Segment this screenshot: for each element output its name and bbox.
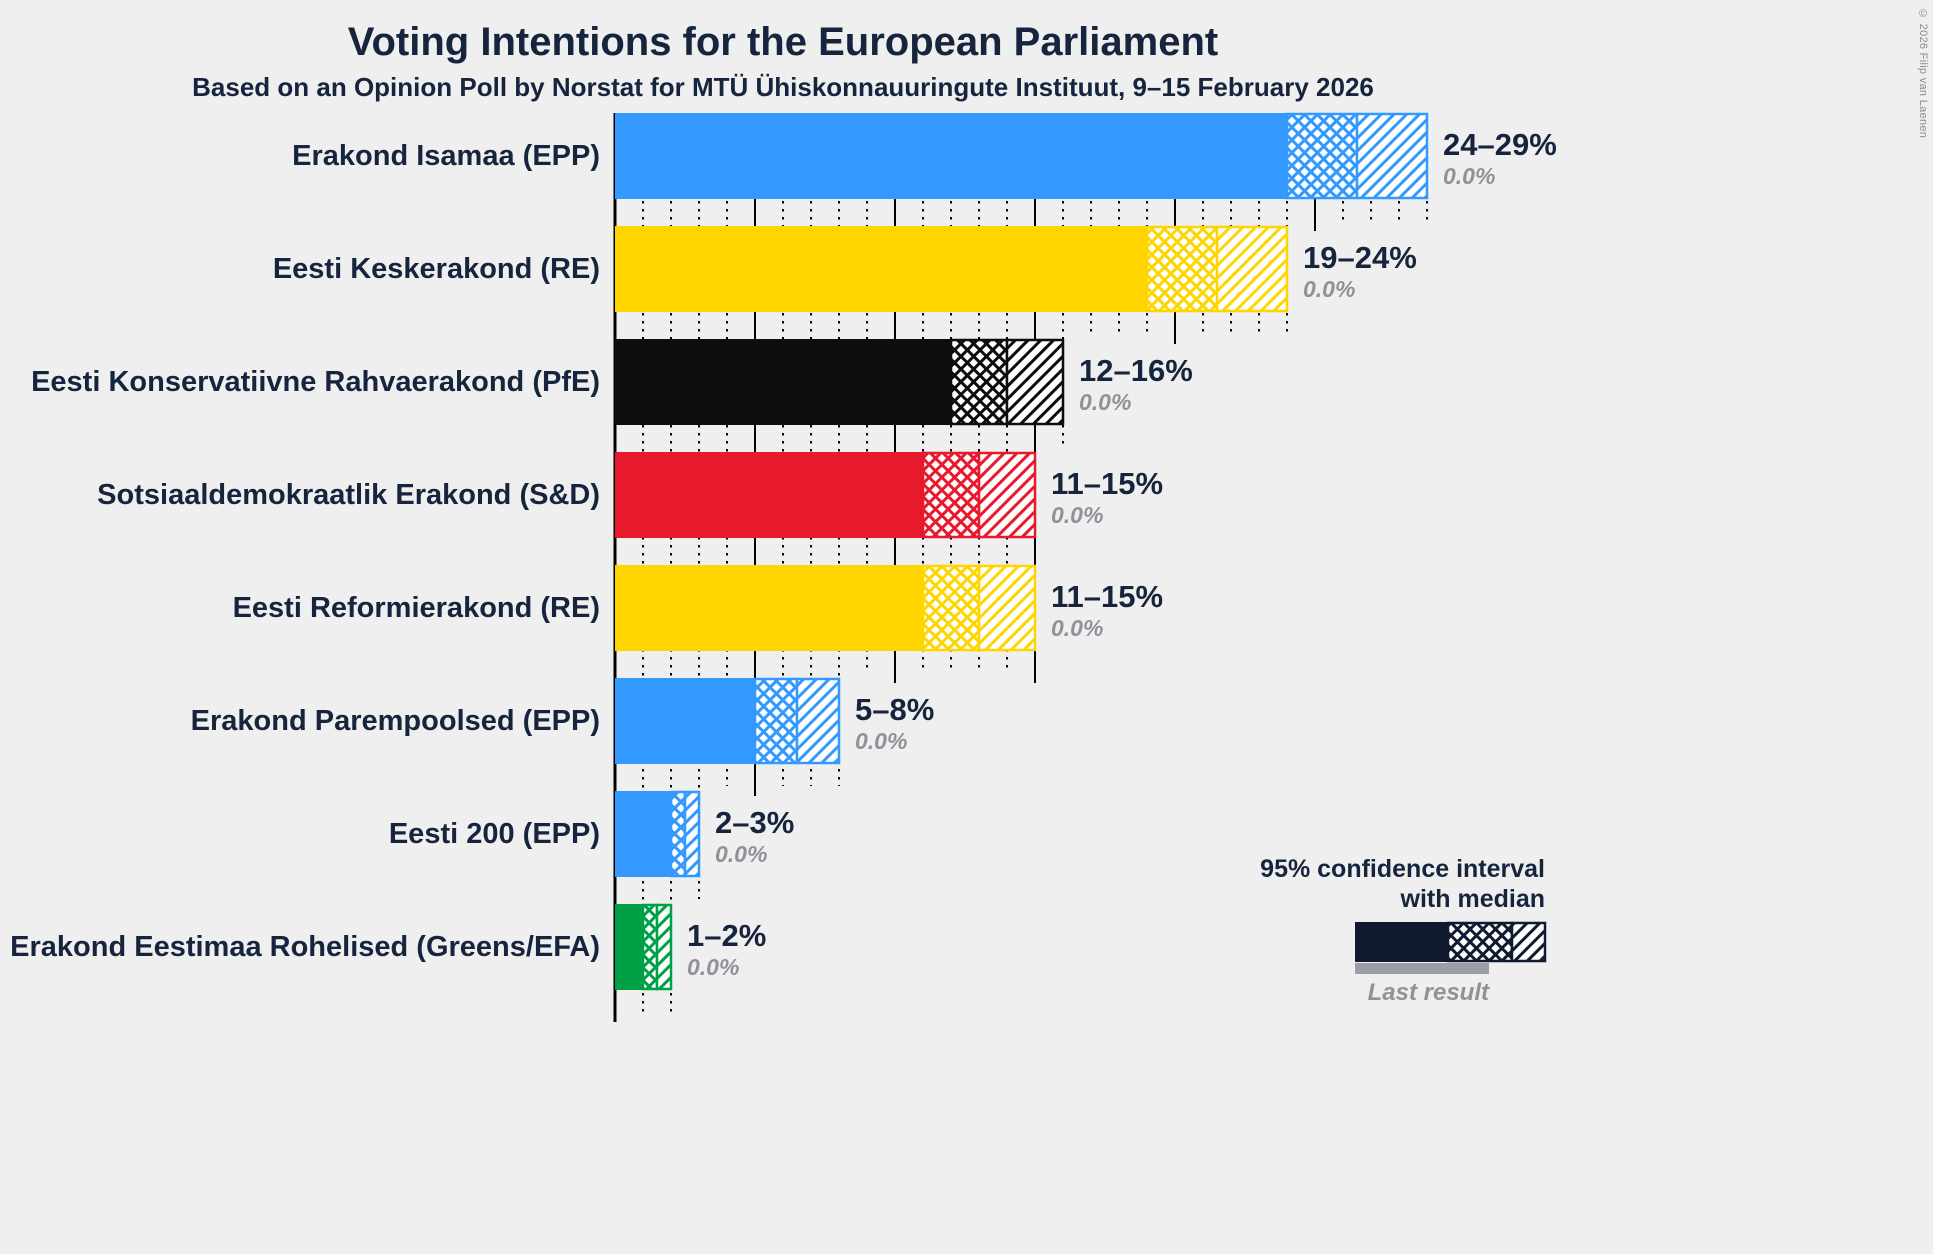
bar-ci-hatch-segment — [1355, 112, 1429, 200]
party-label: Erakond Parempoolsed (EPP) — [190, 705, 600, 737]
copyright-note: © 2026 Filip van Laenen — [1917, 8, 1929, 139]
bar-ci-crosshatch-segment — [753, 677, 799, 765]
party-label: Eesti 200 (EPP) — [388, 818, 600, 850]
bar-solid-segment — [615, 904, 643, 990]
last-result-text: 0.0% — [1051, 502, 1104, 528]
bar-ci-hatch-segment — [795, 677, 841, 765]
bar-solid-segment — [615, 452, 923, 538]
value-label: 11–15% 0.0% — [1051, 466, 1163, 529]
last-result-text: 0.0% — [855, 728, 908, 754]
value-label: 12–16% 0.0% — [1079, 353, 1193, 416]
ci-range-text: 19–24% — [1303, 240, 1417, 275]
legend-caption: 95% confidence interval with median — [1260, 854, 1545, 914]
bar-ci-hatch-segment — [977, 451, 1037, 539]
party-label: Erakond Isamaa (EPP) — [292, 140, 600, 172]
bar-ci-crosshatch-segment — [921, 451, 981, 539]
party-label: Erakond Eestimaa Rohelised (Greens/EFA) — [10, 931, 600, 963]
ci-range-text: 24–29% — [1443, 127, 1557, 162]
last-result-text: 0.0% — [1443, 163, 1496, 189]
chart-subtitle: Based on an Opinion Poll by Norstat for … — [192, 72, 1374, 102]
last-result-text: 0.0% — [1303, 276, 1356, 302]
bar-ci-hatch-segment — [683, 790, 701, 878]
bar-ci-hatch-segment — [977, 564, 1037, 652]
last-result-text: 0.0% — [1051, 615, 1104, 641]
legend-last-result-label: Last result — [1367, 979, 1489, 1006]
bar-solid-segment — [615, 791, 671, 877]
legend-sample-hatch — [1510, 921, 1547, 963]
value-label: 19–24% 0.0% — [1303, 240, 1417, 303]
value-label: 24–29% 0.0% — [1443, 127, 1557, 190]
legend-last-result-bar — [1355, 963, 1489, 974]
ci-range-text: 11–15% — [1051, 466, 1164, 501]
party-label: Eesti Konservatiivne Rahvaerakond (PfE) — [31, 366, 600, 398]
last-result-text: 0.0% — [687, 954, 740, 980]
last-result-text: 0.0% — [715, 841, 768, 867]
ci-range-text: 12–16% — [1079, 353, 1193, 388]
bars — [615, 112, 1429, 991]
value-label: 1–2% 0.0% — [687, 918, 766, 981]
value-label: 5–8% 0.0% — [855, 692, 934, 755]
bar-solid-segment — [615, 226, 1147, 312]
bar-solid-segment — [615, 678, 755, 764]
ci-range-text: 2–3% — [715, 805, 795, 840]
party-label: Sotsiaaldemokraatlik Erakond (S&D) — [97, 479, 600, 511]
party-label: Eesti Reformierakond (RE) — [232, 592, 600, 624]
ci-range-text: 5–8% — [855, 692, 935, 727]
chart-title: Voting Intentions for the European Parli… — [347, 20, 1219, 64]
value-label: 11–15% 0.0% — [1051, 579, 1163, 642]
bar-ci-hatch-segment — [1215, 225, 1289, 313]
bar-ci-hatch-segment — [1005, 338, 1065, 426]
last-result-text: 0.0% — [1079, 389, 1132, 415]
ci-range-text: 1–2% — [687, 918, 767, 953]
legend-sample — [1355, 921, 1547, 974]
bar-solid-segment — [615, 339, 951, 425]
bar-ci-crosshatch-segment — [1285, 112, 1359, 200]
value-label: 2–3% 0.0% — [715, 805, 794, 868]
legend-caption-line1: 95% confidence interval — [1260, 855, 1545, 883]
legend-caption-line2: with median — [1400, 885, 1545, 913]
ci-range-text: 11–15% — [1051, 579, 1164, 614]
bar-solid-segment — [615, 113, 1287, 199]
bar-solid-segment — [615, 565, 923, 651]
bar-ci-hatch-segment — [655, 903, 673, 991]
bar-ci-crosshatch-segment — [921, 564, 981, 652]
party-label: Eesti Keskerakond (RE) — [272, 253, 600, 285]
bar-ci-crosshatch-segment — [1145, 225, 1219, 313]
legend-sample-solid — [1355, 922, 1448, 962]
